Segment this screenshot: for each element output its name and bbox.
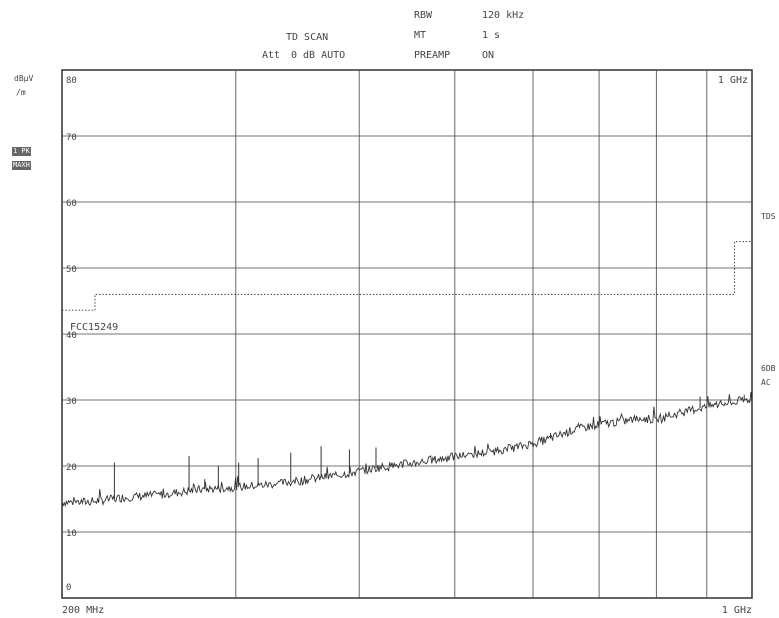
y-tick-label: 50	[66, 265, 77, 275]
header-att-label: Att	[262, 50, 281, 61]
trace-detector-badge: 1 PK	[12, 147, 31, 156]
measurement-trace	[61, 392, 753, 508]
top-right-freq-label: 1 GHz	[718, 75, 748, 86]
x-start-label: 200 MHz	[62, 605, 104, 616]
header-preamp-label: PREAMP	[414, 50, 451, 61]
x-end-label: 1 GHz	[722, 605, 752, 616]
y-tick-label: 70	[66, 133, 77, 143]
right-label-ac: AC	[761, 378, 771, 387]
y-tick-label: 60	[66, 199, 77, 209]
header-mt-label: MT	[414, 30, 427, 41]
header-scan-mode: TD SCAN	[286, 32, 329, 43]
y-tick-label: 40	[66, 331, 77, 341]
limit-line	[62, 241, 752, 311]
y-tick-label: 20	[66, 463, 77, 473]
unit-label-line2: /m	[16, 88, 26, 97]
right-label-6db: 6DB	[761, 364, 776, 373]
trace-mode-badge: MAXH	[12, 161, 31, 170]
header-preamp-value: ON	[482, 50, 495, 61]
y-tick-label: 30	[66, 397, 77, 407]
header-rbw-value: 120 kHz	[482, 10, 525, 21]
header-rbw-label: RBW	[414, 10, 433, 21]
header-mt-value: 1 s	[482, 30, 501, 41]
unit-label-line1: dBµV	[14, 74, 34, 83]
right-label-tds: TDS	[761, 212, 776, 221]
y-tick-label: 10	[66, 529, 77, 539]
limit-line-label: FCC15249	[70, 322, 118, 333]
y-tick-label: 80	[66, 76, 77, 86]
header-att-value: 0 dB AUTO	[291, 50, 346, 61]
y-tick-label: 0	[66, 583, 71, 593]
